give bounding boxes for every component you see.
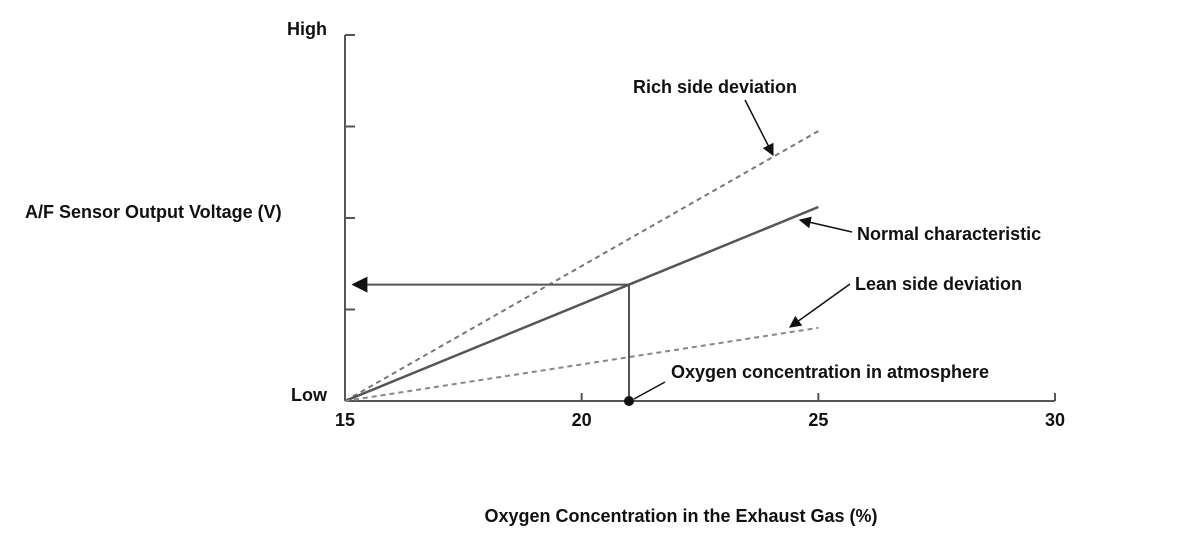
series-label: Normal characteristic bbox=[857, 224, 1041, 244]
y-axis-label: A/F Sensor Output Voltage (V) bbox=[25, 202, 282, 222]
annotation-arrow bbox=[789, 283, 851, 328]
atmosphere-point bbox=[624, 396, 634, 406]
annotation-arrow bbox=[744, 99, 774, 157]
x-tick-label: 25 bbox=[808, 410, 828, 430]
series-line bbox=[344, 130, 819, 402]
marker-label: Oxygen concentration in atmosphere bbox=[671, 362, 989, 382]
x-axis-label: Oxygen Concentration in the Exhaust Gas … bbox=[484, 506, 877, 526]
series-label: Lean side deviation bbox=[855, 274, 1022, 294]
series-label: Rich side deviation bbox=[633, 77, 797, 97]
series-line bbox=[344, 205, 819, 403]
x-tick-label: 20 bbox=[572, 410, 592, 430]
y-tick-label: Low bbox=[291, 385, 328, 405]
annotation-arrow bbox=[798, 216, 853, 233]
annotation-leader bbox=[633, 381, 666, 400]
x-tick-label: 15 bbox=[335, 410, 355, 430]
series-line bbox=[344, 326, 819, 402]
x-tick-label: 30 bbox=[1045, 410, 1065, 430]
y-tick-label: High bbox=[287, 19, 327, 39]
